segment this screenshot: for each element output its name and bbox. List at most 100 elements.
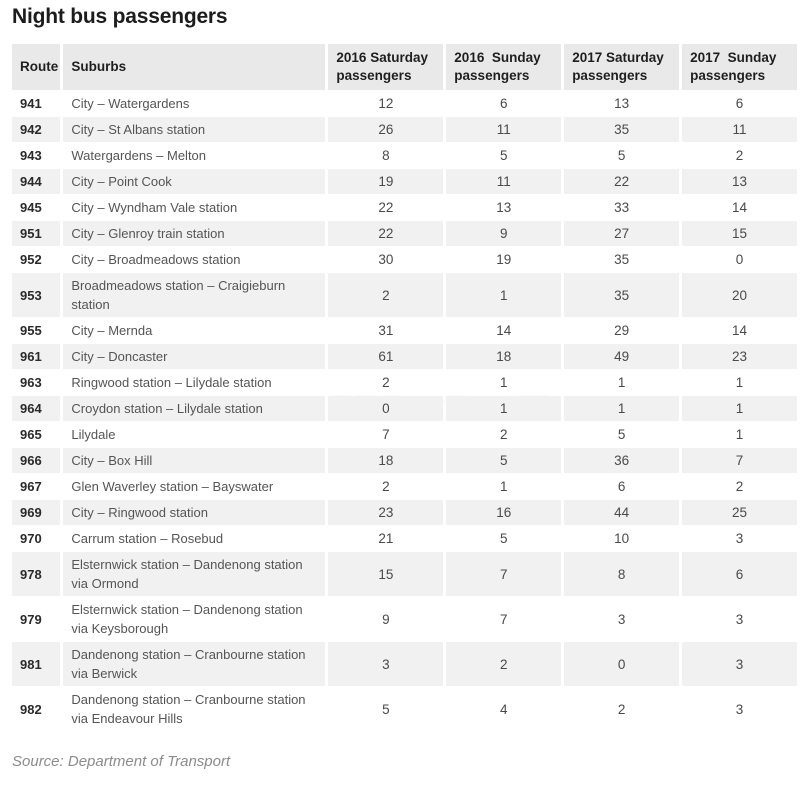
value-cell: 3 (682, 526, 797, 551)
value-cell: 23 (682, 344, 797, 369)
value-cell: 35 (564, 273, 680, 317)
route-cell: 961 (12, 344, 61, 369)
value-cell: 5 (446, 143, 562, 168)
route-cell: 952 (12, 247, 61, 272)
value-cell: 13 (564, 91, 680, 116)
suburbs-cell: City – Box Hill (63, 448, 326, 473)
value-cell: 7 (446, 597, 562, 641)
route-cell: 963 (12, 370, 61, 395)
value-cell: 22 (328, 195, 444, 220)
value-cell: 4 (446, 687, 562, 731)
value-cell: 29 (564, 318, 680, 343)
value-cell: 7 (682, 448, 797, 473)
value-cell: 1 (446, 396, 562, 421)
value-cell: 0 (682, 247, 797, 272)
route-cell: 964 (12, 396, 61, 421)
suburbs-cell: Watergardens – Melton (63, 143, 326, 168)
value-cell: 16 (446, 500, 562, 525)
value-cell: 9 (446, 221, 562, 246)
value-cell: 19 (328, 169, 444, 194)
table-header: Route Suburbs 2016 Saturday passengers 2… (12, 44, 797, 90)
table-row: 970 Carrum station – Rosebud 21 5 10 3 (12, 526, 797, 551)
table-body: 941 City – Watergardens 12 6 13 6 942 Ci… (12, 91, 797, 731)
value-cell: 2 (446, 422, 562, 447)
table-row: 951 City – Glenroy train station 22 9 27… (12, 221, 797, 246)
suburbs-cell: Carrum station – Rosebud (63, 526, 326, 551)
value-cell: 22 (564, 169, 680, 194)
value-cell: 2 (564, 687, 680, 731)
passengers-table: Route Suburbs 2016 Saturday passengers 2… (9, 43, 800, 732)
value-cell: 9 (328, 597, 444, 641)
value-cell: 1 (446, 474, 562, 499)
value-cell: 18 (446, 344, 562, 369)
route-cell: 967 (12, 474, 61, 499)
route-cell: 966 (12, 448, 61, 473)
table-row: 969 City – Ringwood station 23 16 44 25 (12, 500, 797, 525)
value-cell: 1 (446, 370, 562, 395)
column-header-suburbs: Suburbs (63, 44, 326, 90)
suburbs-cell: City – St Albans station (63, 117, 326, 142)
value-cell: 35 (564, 247, 680, 272)
route-cell: 978 (12, 552, 61, 596)
value-cell: 1 (446, 273, 562, 317)
value-cell: 14 (682, 195, 797, 220)
value-cell: 11 (682, 117, 797, 142)
table-row: 967 Glen Waverley station – Bayswater 2 … (12, 474, 797, 499)
route-cell: 944 (12, 169, 61, 194)
value-cell: 15 (328, 552, 444, 596)
route-cell: 969 (12, 500, 61, 525)
value-cell: 1 (564, 370, 680, 395)
value-cell: 21 (328, 526, 444, 551)
value-cell: 1 (682, 422, 797, 447)
route-cell: 943 (12, 143, 61, 168)
table-row: 966 City – Box Hill 18 5 36 7 (12, 448, 797, 473)
route-cell: 965 (12, 422, 61, 447)
table-row: 944 City – Point Cook 19 11 22 13 (12, 169, 797, 194)
value-cell: 5 (446, 526, 562, 551)
value-cell: 6 (682, 552, 797, 596)
value-cell: 3 (682, 597, 797, 641)
value-cell: 1 (564, 396, 680, 421)
value-cell: 5 (328, 687, 444, 731)
suburbs-cell: City – Mernda (63, 318, 326, 343)
route-cell: 982 (12, 687, 61, 731)
suburbs-cell: Glen Waverley station – Bayswater (63, 474, 326, 499)
route-cell: 979 (12, 597, 61, 641)
route-cell: 951 (12, 221, 61, 246)
suburbs-cell: Broadmeadows station – Craigieburn stati… (63, 273, 326, 317)
value-cell: 20 (682, 273, 797, 317)
value-cell: 7 (328, 422, 444, 447)
value-cell: 14 (682, 318, 797, 343)
table-row: 982 Dandenong station – Cranbourne stati… (12, 687, 797, 731)
value-cell: 8 (564, 552, 680, 596)
value-cell: 23 (328, 500, 444, 525)
value-cell: 6 (446, 91, 562, 116)
value-cell: 6 (564, 474, 680, 499)
value-cell: 3 (682, 687, 797, 731)
table-row: 965 Lilydale 7 2 5 1 (12, 422, 797, 447)
table-header-row: Route Suburbs 2016 Saturday passengers 2… (12, 44, 797, 90)
column-header-route: Route (12, 44, 61, 90)
table-row: 963 Ringwood station – Lilydale station … (12, 370, 797, 395)
value-cell: 11 (446, 169, 562, 194)
table-row: 941 City – Watergardens 12 6 13 6 (12, 91, 797, 116)
suburbs-cell: City – Point Cook (63, 169, 326, 194)
suburbs-cell: City – Broadmeadows station (63, 247, 326, 272)
value-cell: 8 (328, 143, 444, 168)
value-cell: 49 (564, 344, 680, 369)
table-row: 945 City – Wyndham Vale station 22 13 33… (12, 195, 797, 220)
route-cell: 955 (12, 318, 61, 343)
table-row: 942 City – St Albans station 26 11 35 11 (12, 117, 797, 142)
value-cell: 18 (328, 448, 444, 473)
value-cell: 30 (328, 247, 444, 272)
suburbs-cell: City – Doncaster (63, 344, 326, 369)
table-row: 943 Watergardens – Melton 8 5 5 2 (12, 143, 797, 168)
suburbs-cell: Croydon station – Lilydale station (63, 396, 326, 421)
suburbs-cell: City – Watergardens (63, 91, 326, 116)
value-cell: 2 (682, 143, 797, 168)
value-cell: 2 (446, 642, 562, 686)
value-cell: 2 (328, 474, 444, 499)
route-cell: 945 (12, 195, 61, 220)
value-cell: 22 (328, 221, 444, 246)
